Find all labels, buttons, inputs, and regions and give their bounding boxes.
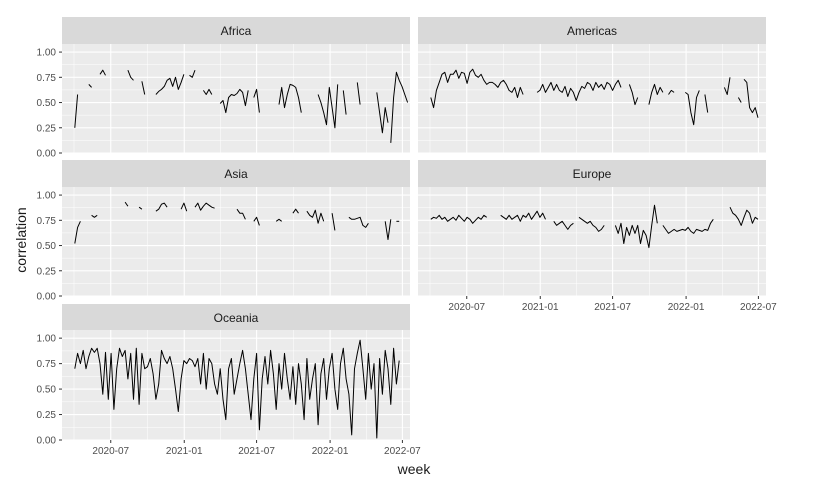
x-tick-label: 2020-07 <box>92 446 129 457</box>
panel-africa: Africa 0.00 0.25 0.50 0.75 1.00 <box>37 17 410 160</box>
series-line-africa <box>141 81 146 95</box>
y-tick-label: 1.00 <box>37 48 57 59</box>
y-tick-label: 0.50 <box>37 241 57 252</box>
series-line-americas <box>743 78 759 118</box>
y-tick-label: 0.50 <box>37 385 57 396</box>
strip-asia <box>62 160 410 187</box>
x-tick-label: 2020-07 <box>448 302 485 313</box>
strip-title-oceania: Oceania <box>214 311 259 325</box>
series-line-africa <box>219 88 249 114</box>
series-line-asia <box>275 218 282 222</box>
series-line-africa <box>189 70 196 78</box>
y-tick-label: 0.75 <box>37 216 57 227</box>
series-line-europe <box>553 220 574 230</box>
strip-oceania <box>62 304 410 331</box>
series-line-americas <box>648 83 664 105</box>
series-line-americas <box>737 97 742 103</box>
plot-area-africa <box>62 44 410 153</box>
series-line-africa <box>88 84 92 88</box>
y-tick-label: 0.50 <box>37 98 57 109</box>
series-line-europe <box>662 219 714 234</box>
series-line-africa <box>278 83 302 113</box>
plot-area-europe <box>418 187 766 296</box>
series-line-asia <box>306 209 325 224</box>
y-tick-label: 0.75 <box>37 359 57 370</box>
y-tick-label: 1.00 <box>37 191 57 202</box>
series-line-africa <box>390 71 409 143</box>
y-tick-label: 0.00 <box>37 436 57 447</box>
series-line-africa <box>376 92 389 134</box>
series-line-africa <box>74 94 79 128</box>
series-line-africa <box>155 74 185 95</box>
series-line-oceania <box>74 339 400 439</box>
strip-title-asia: Asia <box>224 167 248 181</box>
series-line-asia <box>194 202 215 211</box>
x-tick-label: 2021-07 <box>594 302 631 313</box>
panel-asia: Asia 0.00 0.25 0.50 0.75 1.00 <box>37 160 410 303</box>
panel-americas: Americas <box>418 17 766 154</box>
series-line-europe <box>430 214 487 224</box>
plot-area-americas <box>418 44 766 153</box>
x-tick-label: 2022-07 <box>384 446 421 457</box>
series-line-asia <box>74 221 81 244</box>
series-line-asia <box>292 208 299 214</box>
series-line-africa <box>356 82 361 105</box>
panel-oceania: Oceania 0.00 0.25 0.50 0.75 1.00 2020-07 2021-0… <box>37 304 421 457</box>
series-line-asia <box>91 214 98 218</box>
strip-title-africa: Africa <box>221 24 252 38</box>
series-line-asia <box>155 202 168 212</box>
series-line-americas <box>668 89 675 95</box>
y-tick-label: 0.25 <box>37 123 57 134</box>
y-tick-label: 0.25 <box>37 410 57 421</box>
x-tick-label: 2022-01 <box>668 302 705 313</box>
series-line-asia <box>138 206 143 210</box>
series-line-asia <box>384 219 392 240</box>
strip-title-europe: Europe <box>573 167 612 181</box>
series-line-africa <box>253 88 260 113</box>
y-tick-label: 0.00 <box>37 292 57 303</box>
series-line-asia <box>348 216 369 228</box>
y-tick-label: 0.75 <box>37 73 57 84</box>
x-tick-label: 2021-07 <box>238 446 275 457</box>
x-tick-label: 2022-01 <box>312 446 349 457</box>
strip-europe <box>418 160 766 187</box>
series-line-europe <box>578 216 605 232</box>
series-line-africa <box>99 69 106 76</box>
series-line-americas <box>536 79 622 101</box>
series-line-africa <box>342 90 347 115</box>
series-line-asia <box>331 213 336 231</box>
series-line-africa <box>127 70 134 81</box>
series-line-africa <box>317 84 339 129</box>
series-line-americas <box>628 84 639 106</box>
x-tick-label: 2022-07 <box>740 302 777 313</box>
series-line-americas <box>704 94 709 113</box>
plot-area-asia <box>62 187 410 296</box>
series-line-asia <box>253 216 260 226</box>
x-tick-label: 2021-01 <box>522 302 559 313</box>
y-tick-label: 0.25 <box>37 266 57 277</box>
strip-title-americas: Americas <box>567 24 617 38</box>
series-line-europe <box>500 210 546 222</box>
y-tick-label: 1.00 <box>37 334 57 345</box>
y-tick-label: 0.00 <box>37 149 57 160</box>
y-axis-title: correlation <box>13 207 29 272</box>
panel-europe: Europe 2020-07 2021-01 2021-07 2022-01 2022-0… <box>418 160 777 313</box>
x-tick-label: 2021-01 <box>166 446 203 457</box>
series-line-africa <box>202 88 213 95</box>
series-line-asia <box>180 202 188 212</box>
x-axis-title: week <box>397 461 432 477</box>
strip-americas <box>418 17 766 44</box>
series-line-europe <box>614 204 658 249</box>
series-line-asia <box>124 201 129 207</box>
series-line-americas <box>430 68 524 109</box>
series-line-asia <box>236 208 246 220</box>
series-line-europe <box>729 206 759 226</box>
strip-africa <box>62 17 410 44</box>
series-line-americas <box>723 77 731 95</box>
series-line-americas <box>684 90 700 126</box>
